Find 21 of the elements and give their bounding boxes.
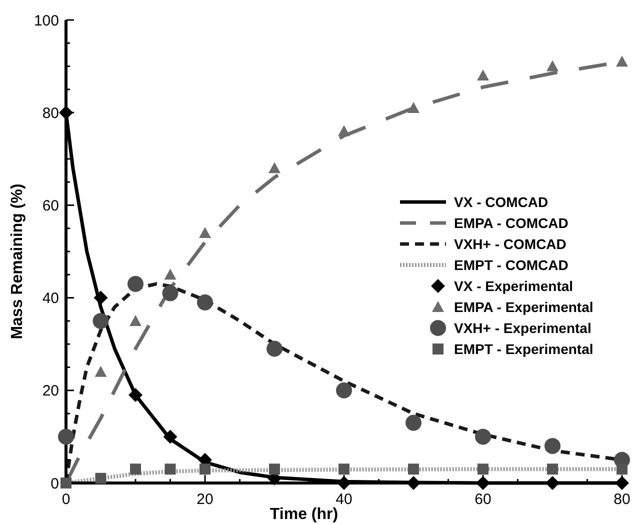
y-axis-title: Mass Remaining (%) [9,184,26,340]
legend-label: EMPA - COMCAD [454,214,568,231]
x-tick-label: 80 [614,491,630,508]
y-tick-label: 20 [42,382,59,400]
legend-label: EMPT - Experimental [454,340,594,357]
legend-label: EMPT - COMCAD [454,256,568,273]
x-tick-label: 40 [336,491,352,508]
legend-label: VXH+ - COMCAD [454,236,566,252]
x-axis-title: Time (hr) [270,506,338,523]
y-tick-label: 40 [42,290,59,308]
legend-label: EMPA - Experimental [454,298,594,315]
x-tick-label: 0 [62,491,70,508]
y-tick-label: 100 [34,12,59,30]
y-tick-label: 60 [42,197,59,214]
y-tick-label: 0 [50,475,59,492]
x-tick-label: 20 [196,491,214,508]
y-tick-label: 80 [42,104,59,122]
legend-label: VX - COMCAD [454,194,548,210]
x-tick-label: 60 [474,491,492,508]
legend-label: VX - Experimental [454,278,574,294]
legend-label: VXH+ - Experimental [454,320,592,336]
